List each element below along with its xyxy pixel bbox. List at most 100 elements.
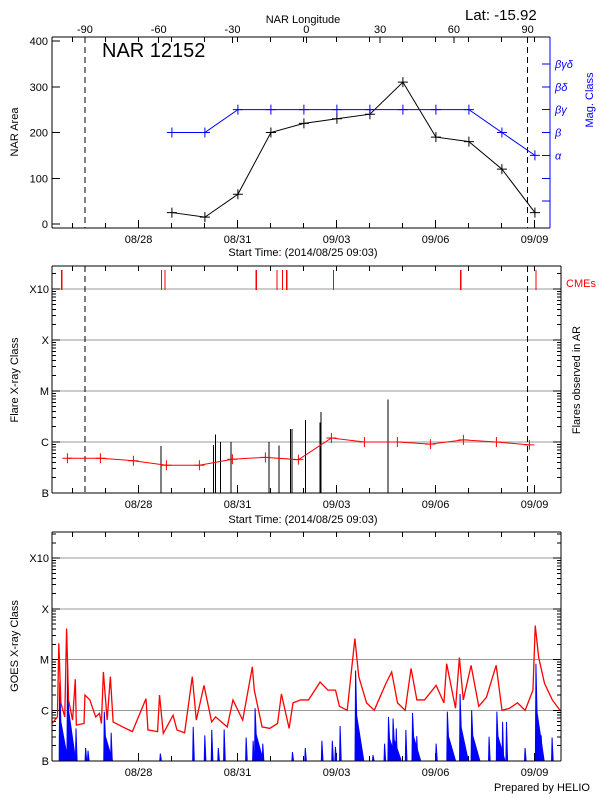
x-tick-label: 09/09 — [521, 767, 549, 779]
goes-short-channel-spike — [66, 660, 77, 761]
daily-flare-level-marker — [161, 460, 172, 471]
mag-class-marker — [199, 127, 210, 138]
daily-flare-level-marker — [425, 439, 436, 450]
goes-short-channel-spike — [210, 729, 214, 761]
daily-flare-level-marker — [458, 434, 469, 445]
goes-short-channel-spike — [291, 752, 295, 761]
mag-class-label: βδ — [554, 82, 568, 94]
longitude-tick-label: 30 — [374, 24, 386, 36]
goes-short-channel-spike — [395, 728, 398, 761]
goes-short-channel-spike — [488, 736, 491, 761]
mag-class-marker — [463, 104, 474, 115]
mag-class-label: βγ — [554, 105, 568, 117]
x-tick-label: 08/31 — [224, 234, 252, 246]
daily-flare-level-marker — [227, 454, 238, 465]
nar-area-marker — [298, 118, 309, 129]
daily-flare-level-marker — [326, 432, 337, 443]
nar-area-line — [171, 81, 536, 218]
cme-label: CMEs — [566, 278, 596, 290]
daily-flare-level-marker — [260, 452, 271, 463]
longitude-tick-label: -90 — [77, 24, 93, 36]
longitude-tick-label: 0 — [303, 24, 309, 36]
y-tick-label: 300 — [30, 82, 48, 94]
goes-short-channel-spike — [217, 748, 220, 761]
flare-class-panel: B C M X X10 08/28 08/31 09/03 09/06 09/09 — [29, 265, 562, 511]
y-axis-title-flare-class: Flare X-ray Class — [9, 337, 21, 422]
daily-flare-level-marker — [128, 455, 139, 466]
x-axis-title-flare-panel: Start Time: (2014/08/25 09:03) — [228, 514, 377, 526]
y-tick-label: 0 — [42, 219, 48, 231]
mag-class-label: βγδ — [554, 59, 574, 71]
x-tick-label: 09/03 — [323, 234, 351, 246]
goes-short-channel-spike — [551, 737, 554, 761]
goes-xray-panel: B C M X X10 08/28 08/31 09/03 09/06 09/09 — [29, 531, 562, 779]
nar-area-marker — [232, 189, 243, 200]
goes-short-channel-spike — [74, 728, 78, 761]
goes-short-channel-spike — [334, 746, 338, 761]
goes-short-channel-spike — [470, 710, 481, 761]
nar-area-marker — [430, 132, 441, 143]
daily-flare-level-marker — [524, 439, 535, 450]
x-tick-label: 08/28 — [125, 499, 153, 511]
y-tick-label: M — [40, 655, 49, 667]
goes-short-channel-spike — [404, 729, 408, 761]
goes-short-channel-spike — [411, 712, 422, 761]
x-tick-label: 09/09 — [521, 234, 549, 246]
mag-class-marker — [364, 104, 375, 115]
x-tick-label: 08/28 — [125, 767, 153, 779]
x-tick-label: 08/28 — [125, 234, 153, 246]
goes-short-channel-spike — [86, 750, 90, 761]
goes-short-channel-spike — [84, 748, 88, 761]
latitude-annotation: Lat: -15.92 — [465, 7, 537, 24]
mag-class-marker — [529, 150, 540, 161]
x-tick-label: 09/06 — [422, 499, 450, 511]
nar-area-marker — [496, 164, 507, 175]
goes-short-channel-spike — [331, 740, 334, 761]
goes-short-channel-spike — [252, 740, 255, 761]
goes-short-channel-spike — [371, 755, 375, 761]
goes-short-channel-spike — [523, 748, 527, 761]
goes-short-channel-spike — [192, 726, 195, 761]
mag-class-marker — [265, 104, 276, 115]
y-tick-label: M — [40, 386, 49, 398]
y2-axis-title-mag-class: Mag. Class — [584, 72, 596, 128]
x-tick-label: 09/06 — [422, 767, 450, 779]
series-group — [166, 77, 540, 223]
nar-area-marker — [331, 113, 342, 124]
daily-flare-level-marker — [95, 453, 106, 464]
y-tick-label: X — [42, 335, 50, 347]
x-tick-label: 08/31 — [224, 767, 252, 779]
mag-class-marker — [430, 104, 441, 115]
goes-short-channel-spike — [254, 708, 264, 761]
y-tick-label: 100 — [30, 173, 48, 185]
nar-area-marker — [199, 212, 210, 223]
longitude-tick-label: 90 — [522, 24, 534, 36]
daily-flare-level-marker — [293, 454, 304, 465]
longitude-tick-label: -30 — [225, 24, 241, 36]
y-tick-label: C — [41, 437, 49, 449]
goes-short-channel-spike — [159, 753, 162, 761]
y-tick-label: X — [42, 604, 50, 616]
goes-short-channel-spike — [110, 732, 113, 761]
x-tick-label: 09/06 — [422, 234, 450, 246]
goes-long-channel-line — [52, 625, 561, 736]
nar-area-marker — [529, 207, 540, 218]
x-tick-label: 09/09 — [521, 499, 549, 511]
mag-class-marker — [331, 104, 342, 115]
goes-short-channel-spike — [540, 735, 543, 761]
y-axis-title-area: NAR Area — [9, 107, 21, 157]
chart-title: NAR 12152 — [102, 40, 205, 62]
goes-series-group — [52, 625, 561, 761]
x-tick-label: 09/03 — [323, 767, 351, 779]
y-tick-label: B — [42, 756, 49, 768]
nar-area-panel: 08/28 08/31 09/03 09/06 09/090100200300400-9… — [30, 24, 574, 246]
mag-class-marker — [232, 104, 243, 115]
top-x-axis-title: NAR Longitude — [266, 14, 341, 26]
goes-short-channel-spike — [435, 743, 438, 761]
x-tick-label: 08/31 — [224, 499, 252, 511]
goes-short-channel-spike — [261, 743, 265, 761]
mag-class-marker — [496, 127, 507, 138]
y-tick-label: X10 — [29, 553, 49, 565]
